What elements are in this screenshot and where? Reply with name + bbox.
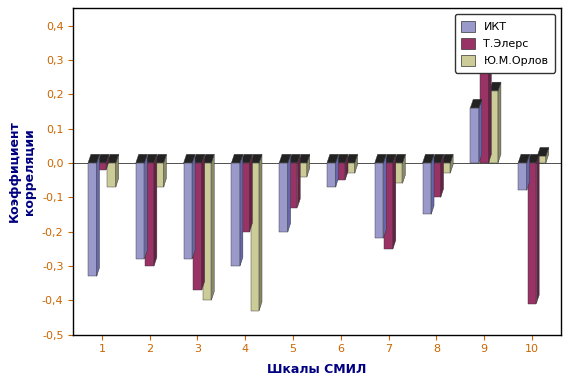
Polygon shape [203, 154, 214, 163]
Polygon shape [154, 154, 157, 266]
Polygon shape [88, 154, 100, 163]
Polygon shape [336, 154, 339, 187]
Polygon shape [192, 154, 195, 259]
Polygon shape [479, 99, 482, 163]
Polygon shape [537, 156, 546, 163]
Polygon shape [394, 154, 405, 163]
Polygon shape [375, 163, 384, 238]
Polygon shape [327, 154, 339, 163]
Polygon shape [202, 154, 205, 290]
Polygon shape [307, 154, 310, 177]
Polygon shape [98, 163, 106, 170]
Polygon shape [116, 154, 118, 187]
Polygon shape [489, 20, 492, 163]
Polygon shape [518, 154, 530, 163]
Polygon shape [203, 163, 211, 300]
Polygon shape [279, 154, 291, 163]
Polygon shape [384, 154, 396, 163]
Polygon shape [146, 154, 157, 163]
Polygon shape [106, 154, 109, 170]
Polygon shape [250, 163, 259, 311]
Polygon shape [184, 154, 195, 163]
Polygon shape [184, 163, 192, 259]
X-axis label: Шкалы СМИЛ: Шкалы СМИЛ [267, 362, 366, 376]
Polygon shape [288, 154, 291, 232]
Polygon shape [298, 154, 310, 163]
Polygon shape [432, 154, 444, 163]
Polygon shape [527, 154, 539, 163]
Polygon shape [88, 163, 97, 276]
Polygon shape [423, 163, 431, 214]
Polygon shape [442, 163, 450, 173]
Polygon shape [250, 154, 262, 163]
Polygon shape [240, 154, 243, 266]
Polygon shape [298, 154, 300, 207]
Polygon shape [354, 154, 357, 173]
Polygon shape [346, 163, 354, 173]
Polygon shape [393, 154, 396, 249]
Polygon shape [431, 154, 434, 214]
Polygon shape [537, 154, 539, 304]
Polygon shape [489, 91, 498, 163]
Polygon shape [155, 154, 166, 163]
Polygon shape [345, 154, 348, 180]
Polygon shape [232, 163, 240, 266]
Polygon shape [336, 163, 345, 180]
Polygon shape [480, 29, 489, 163]
Polygon shape [327, 163, 336, 187]
Polygon shape [136, 154, 147, 163]
Polygon shape [288, 163, 298, 207]
Y-axis label: Коэффициент
корреляции: Коэффициент корреляции [9, 121, 36, 222]
Polygon shape [441, 154, 444, 197]
Polygon shape [107, 163, 116, 187]
Polygon shape [155, 163, 163, 187]
Polygon shape [432, 163, 441, 197]
Polygon shape [298, 163, 307, 177]
Polygon shape [97, 154, 100, 276]
Polygon shape [336, 154, 348, 163]
Polygon shape [423, 154, 434, 163]
Polygon shape [471, 99, 482, 108]
Polygon shape [163, 154, 166, 187]
Polygon shape [146, 163, 154, 266]
Polygon shape [471, 108, 479, 163]
Polygon shape [480, 20, 492, 29]
Polygon shape [98, 154, 109, 163]
Polygon shape [232, 154, 243, 163]
Polygon shape [450, 154, 453, 173]
Polygon shape [384, 154, 386, 238]
Legend: ИКТ, Т.Элерс, Ю.М.Орлов: ИКТ, Т.Элерс, Ю.М.Орлов [455, 14, 555, 73]
Polygon shape [346, 154, 357, 163]
Polygon shape [375, 154, 386, 163]
Polygon shape [145, 154, 147, 259]
Polygon shape [211, 154, 214, 300]
Polygon shape [384, 163, 393, 249]
Polygon shape [279, 163, 288, 232]
Polygon shape [537, 147, 549, 156]
Polygon shape [107, 154, 118, 163]
Polygon shape [498, 82, 501, 163]
Polygon shape [518, 163, 527, 190]
Polygon shape [402, 154, 405, 184]
Polygon shape [527, 154, 530, 190]
Polygon shape [259, 154, 262, 311]
Polygon shape [527, 163, 537, 304]
Polygon shape [288, 154, 300, 163]
Polygon shape [193, 163, 202, 290]
Polygon shape [442, 154, 453, 163]
Polygon shape [250, 154, 253, 232]
Polygon shape [241, 154, 253, 163]
Polygon shape [546, 147, 549, 163]
Polygon shape [241, 163, 250, 232]
Polygon shape [489, 82, 501, 91]
Polygon shape [136, 163, 145, 259]
Polygon shape [193, 154, 205, 163]
Polygon shape [394, 163, 402, 184]
